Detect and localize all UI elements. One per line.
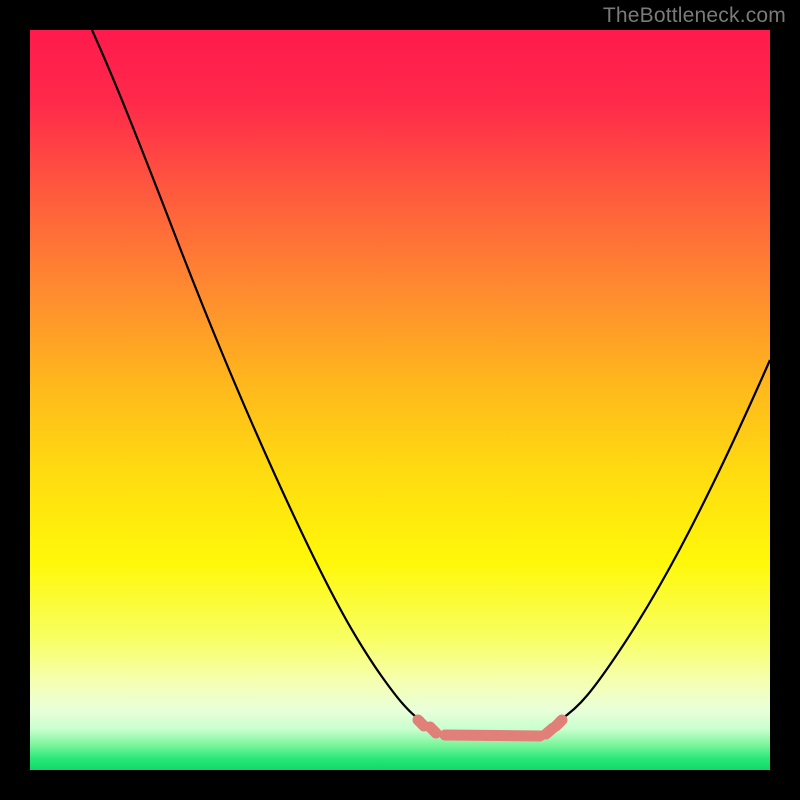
plot-gradient-rect — [30, 30, 770, 770]
bottleneck-chart — [0, 0, 800, 800]
